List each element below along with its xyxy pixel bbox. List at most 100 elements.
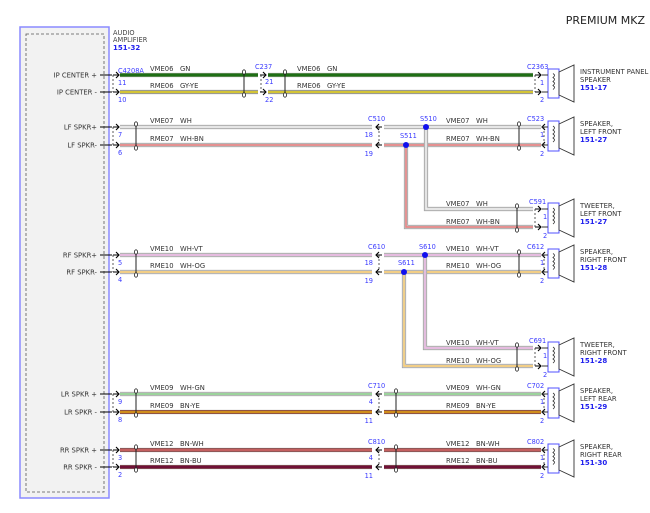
amp-pin-number: 9 xyxy=(118,398,122,406)
twist-end xyxy=(282,69,287,75)
wire-color-code: WH xyxy=(180,117,192,125)
inline-connector-label[interactable]: C710 xyxy=(368,382,385,390)
inline-connector-label[interactable]: C610 xyxy=(368,243,385,251)
end-connector-label[interactable]: C802 xyxy=(527,438,544,446)
wire-color-code: BN-YE xyxy=(180,402,200,410)
wire-color-code: GY-YE xyxy=(327,82,345,90)
tweeter-connector-label[interactable]: C691 xyxy=(529,337,546,345)
twist-end xyxy=(393,467,398,473)
speaker-coil-icon xyxy=(552,125,555,143)
tweeter[interactable] xyxy=(542,337,575,377)
instrument-panel-speaker[interactable] xyxy=(542,64,575,103)
component-ref-link[interactable]: 151-29 xyxy=(580,403,607,411)
circuit-number: RME09 xyxy=(150,402,174,410)
tweeter-connector-label[interactable]: C591 xyxy=(529,198,546,206)
wire-RME07-tweeter[interactable] xyxy=(403,145,533,230)
tweeter[interactable] xyxy=(542,198,575,238)
amp-pin-label: LR SPKR + xyxy=(61,391,97,399)
wire-stripe xyxy=(424,255,533,349)
component-ref-link[interactable]: 151-30 xyxy=(580,459,607,467)
audio-amplifier[interactable]: AUDIO AMPLIFIER 151-32 C4208A xyxy=(19,26,148,499)
component-name-line: RIGHT FRONT xyxy=(580,256,627,264)
component-ref-link[interactable]: 151-27 xyxy=(580,218,607,226)
circuit-number: VME10 xyxy=(150,245,173,253)
speaker-coil-icon xyxy=(552,346,555,364)
speaker[interactable] xyxy=(542,116,575,156)
amp-pin-number: 6 xyxy=(118,149,122,157)
component-ref-link[interactable]: 151-28 xyxy=(580,357,607,365)
wire-VME07-tweeter[interactable] xyxy=(423,127,533,212)
component-name-line: LEFT REAR xyxy=(580,395,617,403)
component-name-line: RIGHT FRONT xyxy=(580,349,627,357)
amplifier-connector-label: C4208A xyxy=(118,67,144,75)
wire-color-code: BN-WH xyxy=(476,440,500,448)
wire-color-code: WH xyxy=(476,200,488,208)
wire-color-code: WH-OG xyxy=(180,262,205,270)
twist-end xyxy=(133,272,138,278)
splice-dot-icon[interactable] xyxy=(422,252,428,258)
amp-pin-number: 4 xyxy=(118,276,122,284)
inline-pin-number: 11 xyxy=(365,417,373,425)
end-connector-label[interactable]: C2363 xyxy=(527,63,548,71)
inline-connector-label[interactable]: C810 xyxy=(368,438,385,446)
speaker[interactable] xyxy=(542,439,575,478)
inline-pin-number: 19 xyxy=(365,150,373,158)
component-ref-link[interactable]: 151-28 xyxy=(580,264,607,272)
circuit-number: RME07 xyxy=(150,135,174,143)
amp-pin-label: LR SPKR - xyxy=(64,409,97,417)
amplifier-ref-link[interactable]: 151-32 xyxy=(113,44,140,52)
wire-color-code: WH-VT xyxy=(180,245,204,253)
pin-arrow-icon xyxy=(113,251,120,259)
end-connector-label[interactable]: C523 xyxy=(527,115,544,123)
wire-color-code: BN-BU xyxy=(180,457,202,465)
component-name-line: LEFT FRONT xyxy=(580,128,622,136)
end-pin-number: 1 xyxy=(540,454,544,462)
splice-dot-icon[interactable] xyxy=(401,269,407,275)
amp-pin-number: 3 xyxy=(118,454,122,462)
twist-end xyxy=(133,412,138,418)
twist-end xyxy=(515,227,520,233)
splice-dot-icon[interactable] xyxy=(403,142,409,148)
inline-pin-number: 22 xyxy=(265,96,273,104)
speaker-terminal-box xyxy=(547,387,560,419)
wire-VME10-tweeter[interactable] xyxy=(422,255,533,351)
end-pin-number: 1 xyxy=(540,131,544,139)
amp-pin-number: 2 xyxy=(118,471,122,479)
wire-RME10-tweeter[interactable] xyxy=(401,272,533,369)
wire-color-code: WH-VT xyxy=(476,339,500,347)
circuit-number: VME07 xyxy=(446,117,469,125)
amp-pin-number: 8 xyxy=(118,416,122,424)
splice-dot-icon[interactable] xyxy=(423,124,429,130)
pin-arrow-icon xyxy=(113,88,120,96)
speaker-terminal-box xyxy=(547,202,560,234)
end-connector-label[interactable]: C612 xyxy=(527,243,544,251)
twisted-pair-icon xyxy=(241,69,246,98)
wire-stripe xyxy=(403,272,533,367)
speaker[interactable] xyxy=(542,383,575,423)
pin-arrow-icon xyxy=(535,205,542,213)
twist-end xyxy=(517,121,522,127)
circuit-number: VME09 xyxy=(150,384,173,392)
inline-connector-label[interactable]: C510 xyxy=(368,115,385,123)
twisted-pair-icon xyxy=(517,121,522,151)
pin-arrow-icon xyxy=(113,446,120,454)
end-connector-label[interactable]: C702 xyxy=(527,382,544,390)
speaker-cone-icon xyxy=(558,439,575,478)
speaker[interactable] xyxy=(542,244,575,283)
wire-color-code: WH-GN xyxy=(476,384,501,392)
end-pin-number: 1 xyxy=(543,352,547,360)
component-name-line: LEFT FRONT xyxy=(580,210,622,218)
component-ref-link[interactable]: 151-27 xyxy=(580,136,607,144)
inline-connector-label[interactable]: C237 xyxy=(255,63,272,71)
circuit-number: RME10 xyxy=(150,262,174,270)
pin-arrow-icon xyxy=(535,71,542,79)
twist-end xyxy=(133,388,138,394)
twist-end xyxy=(517,145,522,151)
end-pin-number: 1 xyxy=(543,213,547,221)
twisted-pair-icon xyxy=(133,388,138,418)
amplifier-name-line: AUDIO xyxy=(113,29,135,37)
component-ref-link[interactable]: 151-17 xyxy=(580,84,607,92)
twisted-pair-icon xyxy=(282,69,287,98)
end-pin-number: 2 xyxy=(540,472,544,480)
